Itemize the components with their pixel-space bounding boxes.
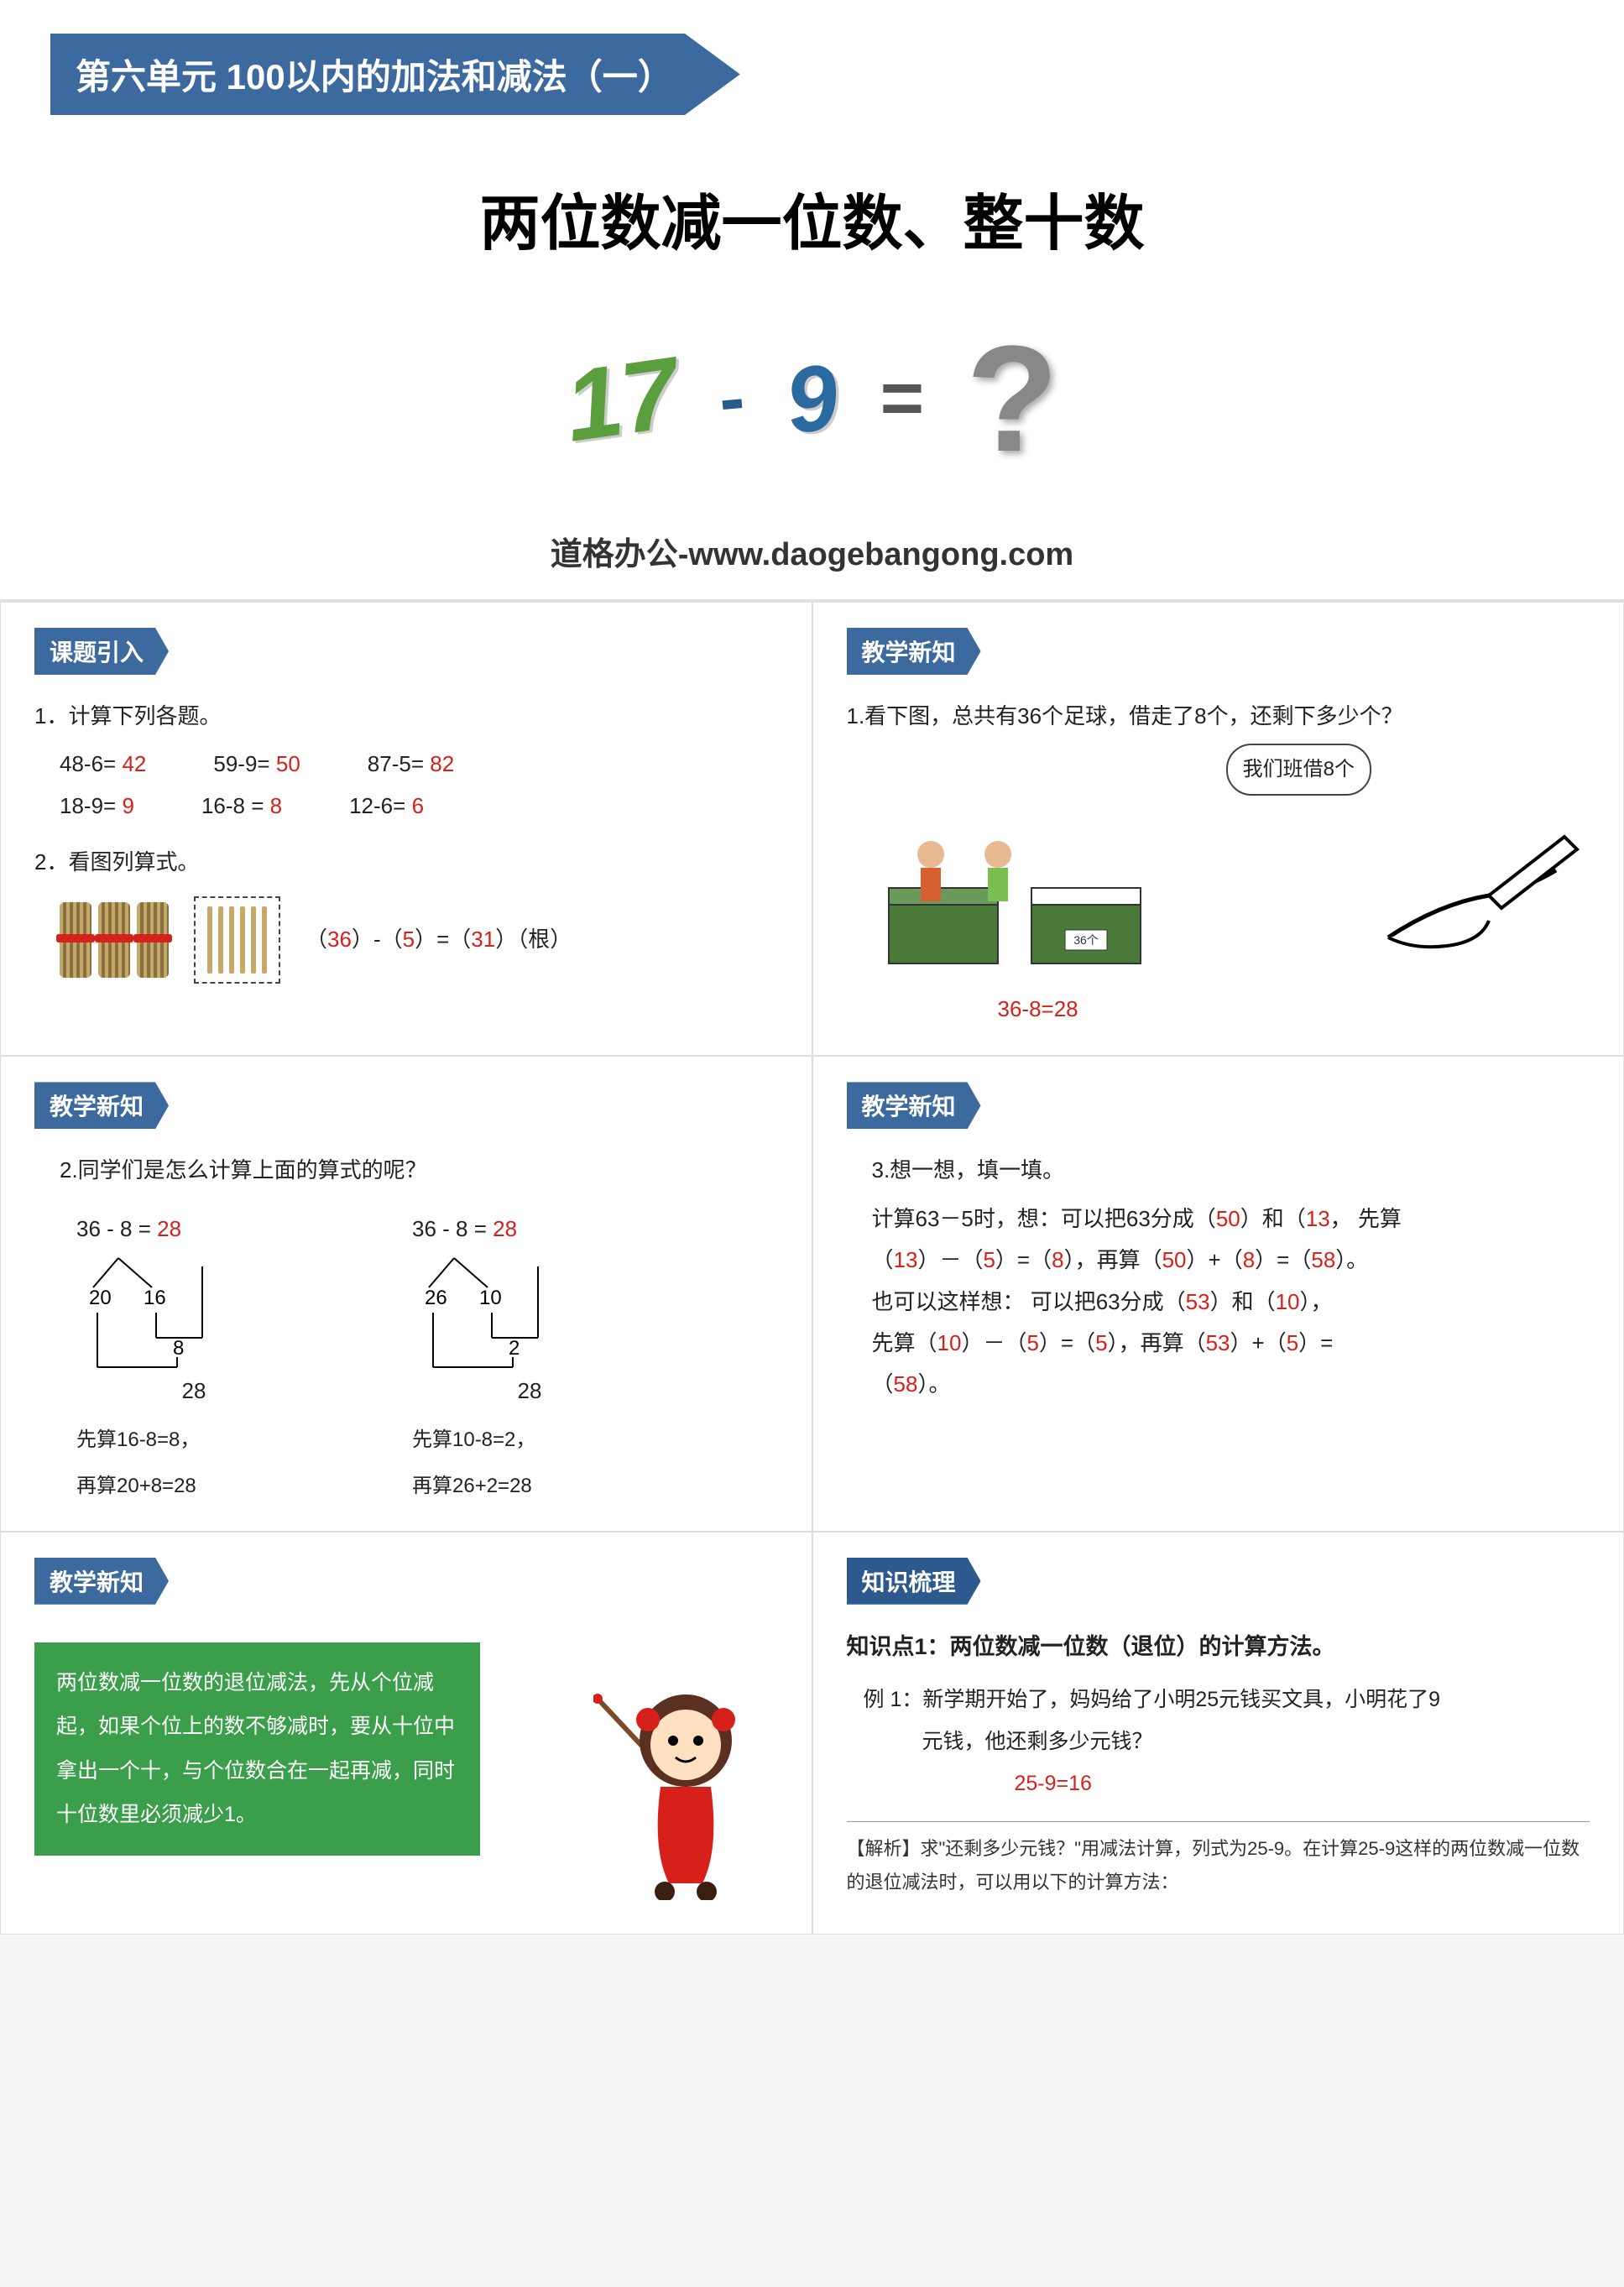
calc-q: 12-6= <box>349 793 405 818</box>
q1-title: 1．计算下列各题。 <box>34 696 778 737</box>
slide-intro: 课题引入 1．计算下列各题。 48-6= 42 59-9= 50 87-5= 8… <box>0 602 812 1056</box>
watermark-text: 道格办公-www.daogebangong.com <box>50 528 1574 574</box>
svg-text:20: 20 <box>89 1287 112 1309</box>
lesson-title: 两位数减一位数、整十数 <box>50 174 1574 262</box>
section-tag: 教学新知 <box>34 1082 169 1129</box>
fill-line: 计算63－5时，想：可以把63分成（50）和（13， 先算 <box>872 1198 1590 1240</box>
slide-summary-box: 教学新知 两位数减一位数的退位减法，先从个位减起，如果个位上的数不够减时，要从十… <box>0 1532 812 1935</box>
calc-a: 8 <box>270 793 282 818</box>
question-text: 2.同学们是怎么计算上面的算式的呢？ <box>60 1150 778 1191</box>
fill-line: （58）。 <box>872 1364 1590 1405</box>
example-line: 例 1：新学期开始了，妈妈给了小明25元钱买文具，小明花了9 <box>864 1679 1590 1720</box>
example-line: 元钱，他还剩多少元钱？ <box>922 1720 1590 1762</box>
sticks-diagram: （36）-（5）=（31）（根） <box>60 896 778 984</box>
calc-q: 48-6= <box>60 751 116 776</box>
explanation-box: 【解析】求"还剩多少元钱？"用减法计算，列式为25-9。在计算25-9这样的两位… <box>847 1821 1590 1898</box>
eq-equals: = <box>880 356 925 442</box>
svg-text:36个: 36个 <box>1073 933 1099 947</box>
hero-slide: 第六单元 100以内的加法和减法（一） 两位数减一位数、整十数 17 - 9 =… <box>0 0 1624 602</box>
football-scene-icon: 36个 <box>880 812 1166 980</box>
question-text: 3.想一想，填一填。 <box>872 1150 1590 1191</box>
section-tag: 知识梳理 <box>847 1558 981 1605</box>
cartoon-girl-icon <box>593 1665 761 1900</box>
loose-sticks-box <box>194 896 280 984</box>
sticks-equation: （36）-（5）=（31）（根） <box>305 919 572 960</box>
stick-bundle <box>137 902 169 978</box>
svg-text:16: 16 <box>144 1287 166 1309</box>
slide-football: 教学新知 1.看下图，总共有36个足球，借走了8个，还剩下多少个？ 我们班借8个… <box>812 602 1624 1056</box>
calc-a: 6 <box>412 793 424 818</box>
slide-knowledge: 知识梳理 知识点1：两位数减一位数（退位）的计算方法。 例 1：新学期开始了，妈… <box>812 1532 1624 1935</box>
fill-line: 先算（10）－（5）=（5），再算（53）+（5）= <box>872 1323 1590 1364</box>
tree-diagram-2: 36 - 8 = 28 26 10 2 <box>412 1209 647 1506</box>
stick-bundle <box>98 902 130 978</box>
section-tag: 教学新知 <box>847 628 981 675</box>
hand-writing-icon <box>1371 820 1590 971</box>
section-tag: 教学新知 <box>847 1082 981 1129</box>
stick-bundle <box>60 902 91 978</box>
q2-title: 2．看图列算式。 <box>34 842 778 883</box>
question-text: 1.看下图，总共有36个足球，借走了8个，还剩下多少个？ <box>847 696 1590 737</box>
section-tag: 课题引入 <box>34 628 169 675</box>
fill-line: （13）－（5）=（8），再算（50）+（8）=（58）。 <box>872 1240 1590 1281</box>
example-answer: 25-9=16 <box>1015 1762 1590 1804</box>
calc-a: 9 <box>122 793 133 818</box>
tree-diagram-1: 36 - 8 = 28 20 16 8 <box>76 1209 311 1506</box>
calc-q: 16-8 = <box>201 793 264 818</box>
knowledge-point-title: 知识点1：两位数减一位数（退位）的计算方法。 <box>847 1626 1590 1668</box>
calc-a: 82 <box>430 751 454 776</box>
calc-a: 42 <box>122 751 146 776</box>
eq-minus: - <box>716 355 749 443</box>
svg-text:26: 26 <box>425 1287 447 1309</box>
svg-text:2: 2 <box>509 1337 520 1360</box>
calc-q: 18-9= <box>60 793 116 818</box>
svg-text:8: 8 <box>173 1337 184 1360</box>
unit-banner: 第六单元 100以内的加法和减法（一） <box>50 34 740 115</box>
speech-bubble: 我们班借8个 <box>1226 744 1371 796</box>
hero-equation: 17 - 9 = ? <box>50 312 1574 486</box>
summary-green-box: 两位数减一位数的退位减法，先从个位减起，如果个位上的数不够减时，要从十位中拿出一… <box>34 1642 480 1856</box>
answer-text: 36-8=28 <box>998 989 1590 1030</box>
calc-q: 59-9= <box>213 751 269 776</box>
svg-text:10: 10 <box>479 1287 502 1309</box>
slide-trees: 教学新知 2.同学们是怎么计算上面的算式的呢？ 36 - 8 = 28 20 1… <box>0 1056 812 1531</box>
fill-line: 也可以这样想： 可以把63分成（53）和（10）， <box>872 1282 1590 1323</box>
calc-q: 87-5= <box>368 751 424 776</box>
section-tag: 教学新知 <box>34 1558 169 1605</box>
slide-fill-blanks: 教学新知 3.想一想，填一填。 计算63－5时，想：可以把63分成（50）和（1… <box>812 1056 1624 1531</box>
calc-a: 50 <box>276 751 300 776</box>
eq-num-17: 17 <box>558 334 685 464</box>
eq-question-mark: ? <box>966 312 1058 486</box>
eq-num-9: 9 <box>780 342 845 455</box>
